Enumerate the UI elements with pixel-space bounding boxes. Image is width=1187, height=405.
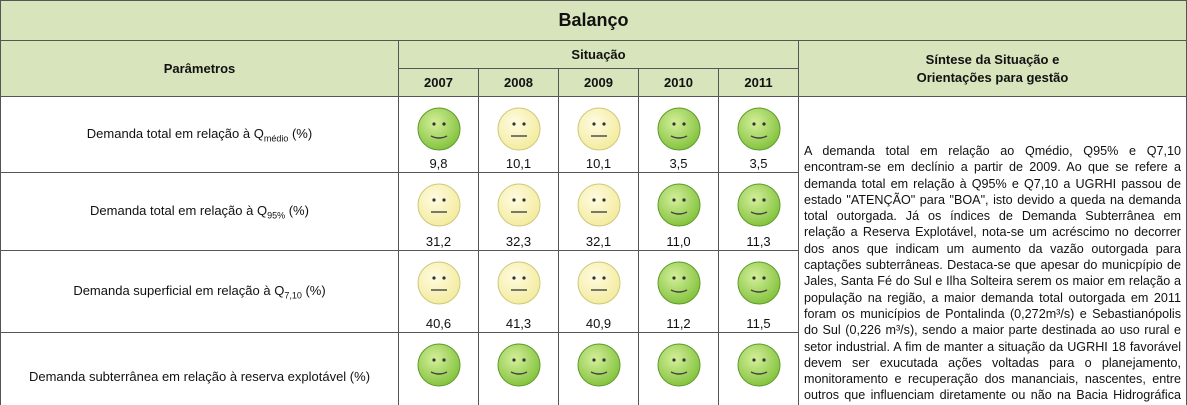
- row-label: Demanda total em relação à Qmédio (%): [0, 96, 399, 173]
- face-icon: [737, 107, 780, 151]
- face-icon: [577, 183, 620, 227]
- status-cell: 41,3: [478, 250, 559, 333]
- year-header: 2007: [398, 68, 479, 97]
- label-unit: (%): [285, 202, 309, 218]
- label-main: Demanda total em relação à Q: [90, 202, 268, 218]
- face-icon: [577, 107, 620, 151]
- cell-value: 32,1: [585, 234, 612, 249]
- status-cell: 32,3: [478, 172, 559, 251]
- cell-value: 10,1: [585, 156, 612, 171]
- face-icon: [737, 343, 780, 387]
- cell-value: 3,5: [669, 156, 688, 171]
- status-cell: 9,8: [398, 96, 479, 173]
- cell-value: 11,0: [666, 234, 691, 249]
- label-unit: (%): [288, 125, 313, 141]
- cell-value: 31,2: [425, 234, 452, 249]
- label-main: Demanda subterrânea em relação à reserva…: [28, 369, 371, 384]
- row-label: Demanda total em relação à Q95% (%): [0, 172, 399, 251]
- status-cell: 10,7: [718, 332, 799, 405]
- status-cell: 40,6: [398, 250, 479, 333]
- label-sub: médio: [263, 133, 289, 144]
- label-main: Demanda total em relação à Q: [86, 125, 264, 141]
- face-icon: [657, 343, 700, 387]
- year-header: 2008: [478, 68, 559, 97]
- status-cell: 3,0: [398, 332, 479, 405]
- face-icon: [497, 183, 540, 227]
- cell-value: 11,2: [666, 316, 691, 331]
- face-icon: [497, 343, 540, 387]
- status-cell: 5,3: [478, 332, 559, 405]
- label-sub: 7,10: [284, 290, 302, 301]
- status-cell: 32,1: [558, 172, 639, 251]
- cell-value: 3,5: [749, 156, 768, 171]
- cell-value: 40,6: [425, 316, 452, 331]
- face-icon: [657, 183, 700, 227]
- title: Balanço: [0, 0, 1187, 41]
- status-cell: 5,8: [558, 332, 639, 405]
- synthesis-header: Síntese da Situação e Orientações para g…: [798, 40, 1187, 97]
- face-icon: [417, 261, 460, 305]
- face-icon: [657, 261, 700, 305]
- status-cell: 40,9: [558, 250, 639, 333]
- status-cell: 10,3: [638, 332, 719, 405]
- face-icon: [737, 183, 780, 227]
- face-icon: [417, 183, 460, 227]
- status-cell: 3,5: [718, 96, 799, 173]
- cell-value: 40,9: [585, 316, 612, 331]
- row-label: Demanda superficial em relação à Q7,10 (…: [0, 250, 399, 333]
- label-text: Demanda total em relação à Q95% (%): [90, 203, 309, 221]
- face-icon: [657, 107, 700, 151]
- year-header: 2010: [638, 68, 719, 97]
- cell-value: 9,8: [429, 156, 448, 171]
- row-label: Demanda subterrânea em relação à reserva…: [0, 332, 399, 405]
- status-cell: 11,3: [718, 172, 799, 251]
- cell-value: 11,3: [746, 234, 771, 249]
- face-icon: [417, 343, 460, 387]
- status-cell: 10,1: [558, 96, 639, 173]
- face-icon: [497, 107, 540, 151]
- face-icon: [577, 343, 620, 387]
- year-header: 2009: [558, 68, 639, 97]
- synthesis-text: A demanda total em relação ao Qmédio, Q9…: [798, 96, 1187, 405]
- situation-header: Situação: [398, 40, 799, 69]
- face-icon: [577, 261, 620, 305]
- cell-value: 41,3: [505, 316, 532, 331]
- parameters-header: Parâmetros: [0, 40, 399, 97]
- label-text: Demanda subterrânea em relação à reserva…: [29, 369, 370, 384]
- label-sub: 95%: [267, 210, 286, 221]
- status-cell: 10,1: [478, 96, 559, 173]
- label-unit: (%): [301, 282, 326, 298]
- face-icon: [497, 261, 540, 305]
- face-icon: [737, 261, 780, 305]
- label-text: Demanda total em relação à Qmédio (%): [87, 126, 312, 144]
- face-icon: [417, 107, 460, 151]
- year-header: 2011: [718, 68, 799, 97]
- status-cell: 3,5: [638, 96, 719, 173]
- status-cell: 11,0: [638, 172, 719, 251]
- cell-value: 32,3: [505, 234, 532, 249]
- cell-value: 10,1: [505, 156, 532, 171]
- status-cell: 31,2: [398, 172, 479, 251]
- cell-value: 11,5: [746, 316, 771, 331]
- status-cell: 11,2: [638, 250, 719, 333]
- label-main: Demanda superficial em relação à Q: [73, 282, 285, 298]
- label-text: Demanda superficial em relação à Q7,10 (…: [73, 283, 325, 301]
- status-cell: 11,5: [718, 250, 799, 333]
